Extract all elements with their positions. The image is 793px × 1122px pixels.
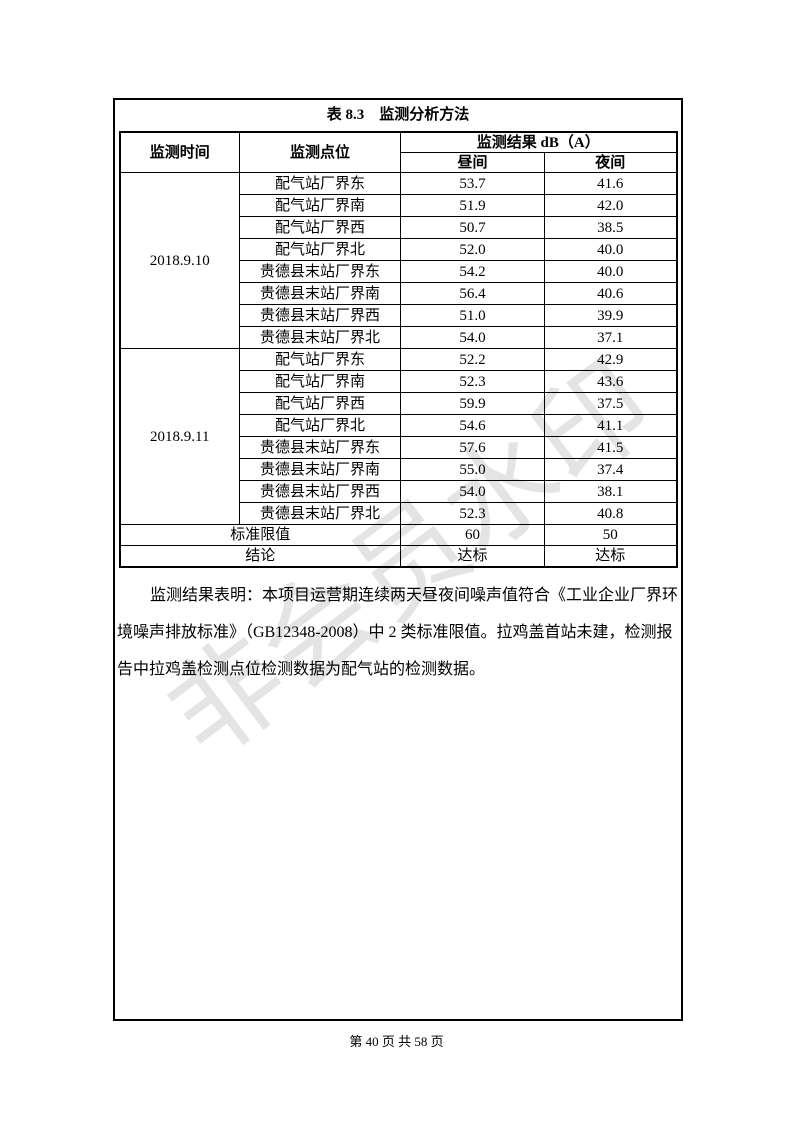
conclusion-row: 结论 达标 达标 [119, 545, 677, 568]
day-value-cell: 52.2 [400, 348, 545, 371]
day-value-cell: 59.9 [400, 392, 545, 415]
page-number-footer: 第 40 页 共 58 页 [349, 1034, 444, 1049]
day-value-cell: 56.4 [400, 282, 545, 305]
night-value-cell: 40.0 [544, 260, 677, 283]
monitor-point-cell: 贵德县末站厂界西 [239, 480, 401, 503]
limit-row: 标准限值 60 50 [119, 524, 677, 546]
monitor-point-cell: 贵德县末站厂界西 [239, 304, 401, 327]
table-row: 贵德县末站厂界南 56.4 40.6 [120, 282, 677, 305]
monitor-point-cell: 贵德县末站厂界北 [239, 326, 401, 349]
night-value-cell: 40.6 [544, 282, 677, 305]
col-header-result: 监测结果 dB（A） [400, 131, 677, 153]
monitor-point-cell: 配气站厂界南 [239, 370, 401, 393]
table-row: 贵德县末站厂界东 54.2 40.0 [120, 260, 677, 283]
monitor-point-cell: 贵德县末站厂界南 [239, 282, 401, 305]
col-header-night: 夜间 [544, 152, 677, 173]
table-row: 贵德县末站厂界东 57.6 41.5 [120, 436, 677, 459]
night-value-cell: 37.1 [544, 326, 677, 349]
night-value-cell: 38.5 [544, 216, 677, 239]
day-value-cell: 55.0 [400, 458, 545, 481]
table-row: 贵德县末站厂界西 51.0 39.9 [120, 304, 677, 327]
col-header-monitor-time: 监测时间 [119, 131, 240, 173]
table-row: 贵德县末站厂界北 52.3 40.8 [120, 502, 677, 525]
table-row: 配气站厂界南 52.3 43.6 [120, 370, 677, 393]
limit-night-cell: 50 [544, 524, 677, 546]
day-value-cell: 51.0 [400, 304, 545, 327]
monitor-point-cell: 贵德县末站厂界北 [239, 502, 401, 525]
limit-day-cell: 60 [400, 524, 545, 546]
day-value-cell: 57.6 [400, 436, 545, 459]
night-value-cell: 40.0 [544, 238, 677, 261]
monitor-point-cell: 配气站厂界西 [239, 392, 401, 415]
day-value-cell: 53.7 [400, 172, 545, 195]
night-value-cell: 42.9 [544, 348, 677, 371]
noise-monitoring-table: 监测时间 监测点位 监测结果 dB（A） 昼间 夜间 2018.9.10 配气站… [118, 131, 678, 568]
table-row: 2018.9.10 配气站厂界东 53.7 41.6 [119, 172, 677, 349]
monitor-point-cell: 配气站厂界西 [239, 216, 401, 239]
night-value-cell: 40.8 [544, 502, 677, 525]
day-value-cell: 54.2 [400, 260, 545, 283]
monitor-point-cell: 配气站厂界南 [239, 194, 401, 217]
col-header-monitor-point: 监测点位 [239, 131, 401, 173]
day-value-cell: 54.6 [400, 414, 545, 437]
limit-label-cell: 标准限值 [119, 524, 401, 546]
monitor-point-cell: 配气站厂界北 [239, 414, 401, 437]
night-value-cell: 41.1 [544, 414, 677, 437]
day-value-cell: 52.3 [400, 502, 545, 525]
day-value-cell: 52.3 [400, 370, 545, 393]
day-value-cell: 51.9 [400, 194, 545, 217]
col-header-day: 昼间 [400, 152, 545, 173]
night-value-cell: 43.6 [544, 370, 677, 393]
day-value-cell: 50.7 [400, 216, 545, 239]
monitor-point-cell: 配气站厂界东 [239, 348, 401, 371]
table-row: 贵德县末站厂界南 55.0 37.4 [120, 458, 677, 481]
paragraph-line: 境噪声排放标准》（GB12348-2008）中 2 类标准限值。拉鸡盖首站未建，… [117, 624, 673, 641]
day-value-cell: 52.0 [400, 238, 545, 261]
monitor-point-cell: 配气站厂界北 [239, 238, 401, 261]
monitor-point-cell: 贵德县末站厂界东 [239, 436, 401, 459]
table-title: 表 8.3 监测分析方法 [326, 107, 470, 123]
date-cell: 2018.9.10 [119, 172, 240, 349]
page-border-frame: 表 8.3 监测分析方法 监测时间 监测点位 监测结果 dB（A） 昼间 夜间 … [113, 98, 683, 1021]
conclusion-night-cell: 达标 [544, 545, 677, 568]
date-cell: 2018.9.11 [119, 348, 240, 525]
header-row-1: 监测时间 监测点位 监测结果 dB（A） [119, 131, 677, 173]
night-value-cell: 38.1 [544, 480, 677, 503]
table-row: 配气站厂界北 52.0 40.0 [120, 238, 677, 261]
day-value-cell: 54.0 [400, 326, 545, 349]
paragraph-line: 监测结果表明：本项目运营期连续两天昼夜间噪声值符合《工业企业厂界环 [150, 587, 679, 604]
night-value-cell: 41.5 [544, 436, 677, 459]
monitor-point-cell: 贵德县末站厂界东 [239, 260, 401, 283]
night-value-cell: 39.9 [544, 304, 677, 327]
conclusion-day-cell: 达标 [400, 545, 545, 568]
monitor-point-cell: 配气站厂界东 [239, 172, 401, 195]
night-value-cell: 41.6 [544, 172, 677, 195]
conclusion-label-cell: 结论 [119, 545, 401, 568]
night-value-cell: 37.4 [544, 458, 677, 481]
paragraph-line: 告中拉鸡盖检测点位检测数据为配气站的检测数据。 [117, 661, 486, 678]
day-value-cell: 54.0 [400, 480, 545, 503]
monitor-point-cell: 贵德县末站厂界南 [239, 458, 401, 481]
table-row: 贵德县末站厂界北 54.0 37.1 [120, 326, 677, 349]
table-row: 2018.9.11 配气站厂界东 52.2 42.9 [119, 348, 677, 525]
night-value-cell: 42.0 [544, 194, 677, 217]
conclusion-paragraph: 监测结果表明：本项目运营期连续两天昼夜间噪声值符合《工业企业厂界环 境噪声排放标… [117, 577, 679, 688]
night-value-cell: 37.5 [544, 392, 677, 415]
